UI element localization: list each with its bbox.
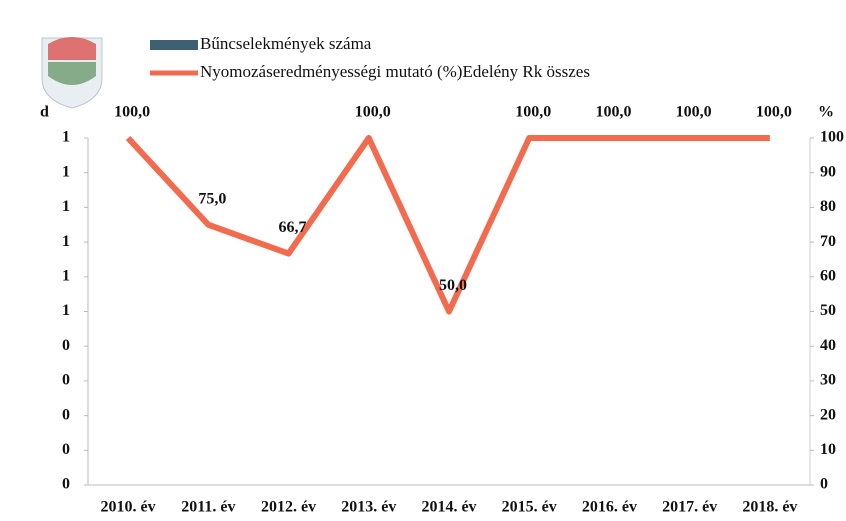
- y-tick-label: 1: [62, 163, 70, 180]
- x-tick-label: 2018. év: [742, 499, 797, 516]
- legend-label: Nyomozáseredményességi mutató (%)Edelény…: [200, 62, 590, 81]
- value-label: 100,0: [595, 104, 631, 121]
- value-label: 50,0: [439, 277, 467, 294]
- logo: [42, 37, 102, 108]
- y2-tick-label: 70: [820, 233, 836, 250]
- x-tick-label: 2016. év: [582, 499, 637, 516]
- y2-tick-label: 90: [820, 163, 836, 180]
- x-tick-label: 2017. év: [662, 499, 717, 516]
- value-label: 100,0: [756, 104, 792, 121]
- x-tick-label: 2012. év: [261, 499, 316, 516]
- y2-tick-label: 10: [820, 441, 836, 458]
- y-tick-label: 0: [62, 476, 70, 493]
- value-label: 66,7: [279, 219, 307, 236]
- legend-swatch: [150, 40, 198, 50]
- y2-tick-label: 60: [820, 267, 836, 284]
- value-label: 100,0: [355, 104, 391, 121]
- y-tick-label: 1: [62, 129, 70, 146]
- y2-tick-label: 0: [820, 476, 828, 493]
- y2-tick-label: 40: [820, 337, 836, 354]
- y2-tick-label: 50: [820, 302, 836, 319]
- value-label: 100,0: [515, 104, 551, 121]
- x-tick-label: 2010. év: [101, 499, 156, 516]
- x-tick-label: 2011. év: [181, 499, 235, 516]
- y2-tick-label: 30: [820, 372, 836, 389]
- y-axis-label: d: [40, 104, 49, 121]
- y-tick-label: 1: [62, 233, 70, 250]
- y2-tick-label: 80: [820, 198, 836, 215]
- value-label: 100,0: [676, 104, 712, 121]
- value-label: 75,0: [198, 190, 226, 207]
- y-tick-label: 0: [62, 372, 70, 389]
- y-tick-label: 1: [62, 267, 70, 284]
- y2-axis-label: %: [818, 104, 834, 121]
- y-tick-label: 1: [62, 302, 70, 319]
- legend-label: Bűncselekmények száma: [200, 34, 372, 53]
- y2-tick-label: 20: [820, 406, 836, 423]
- x-tick-label: 2013. év: [341, 499, 396, 516]
- value-label: 100,0: [114, 104, 150, 121]
- x-tick-label: 2015. év: [502, 499, 557, 516]
- y-tick-label: 1: [62, 198, 70, 215]
- y2-tick-label: 100: [820, 129, 844, 146]
- chart: d % 000001111110102030405060708090100201…: [0, 0, 846, 521]
- y-tick-label: 0: [62, 337, 70, 354]
- y-tick-label: 0: [62, 406, 70, 423]
- x-tick-label: 2014. év: [421, 499, 476, 516]
- y-tick-label: 0: [62, 441, 70, 458]
- page: d % 000001111110102030405060708090100201…: [0, 0, 846, 521]
